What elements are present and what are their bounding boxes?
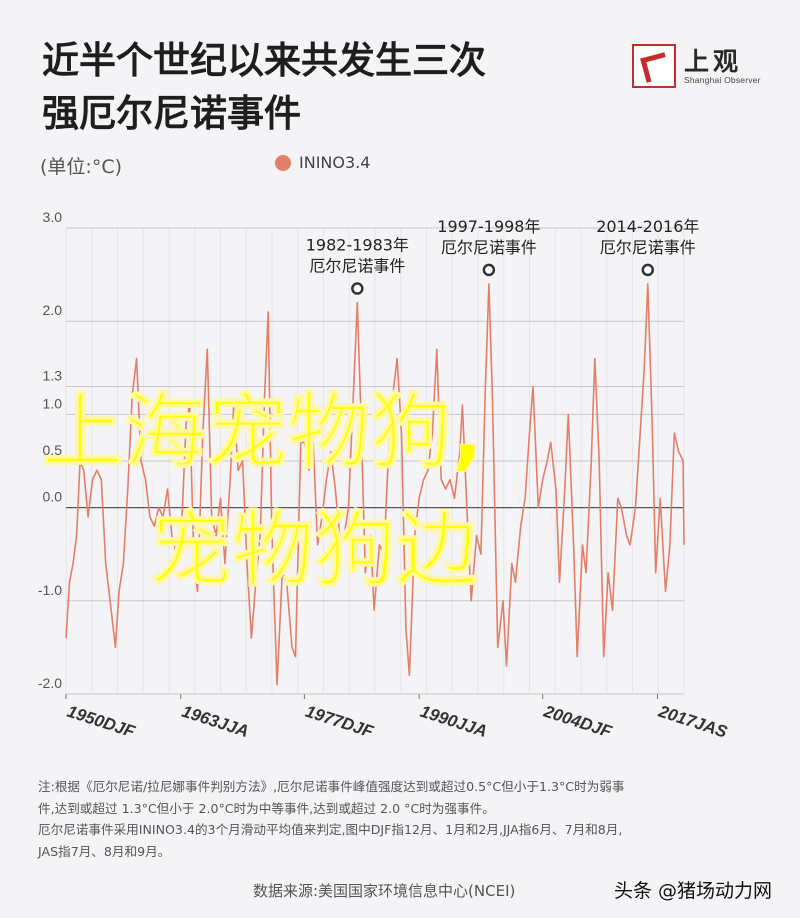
chart-title: 近半个世纪以来共发生三次 强厄尔尼诺事件 [42,34,602,140]
chart-notes: 注:根据《厄尔尼诺/拉尼娜事件判别方法》,厄尔尼诺事件峰值强度达到或超过0.5°… [38,776,768,862]
note-line-1: 注:根据《厄尔尼诺/拉尼娜事件判别方法》,厄尔尼诺事件峰值强度达到或超过0.5°… [38,779,625,794]
y-tick-label: 0.5 [43,442,63,458]
y-tick-label: 1.3 [43,367,63,383]
peak-marker [351,282,364,295]
shanghai-observer-logo: 上观 Shanghai Observer [632,44,762,92]
unit-label: (单位:°C) [40,156,122,178]
y-tick-label: -2.0 [38,675,62,691]
y-tick-label: 2.0 [43,302,63,318]
y-tick-label: -1.0 [38,582,62,598]
legend-swatch [275,154,291,171]
note-line-2: 件,达到或超过 1.3°C但小于 2.0°C时为中等事件,达到或超过 2.0 °… [38,800,495,816]
x-tick-label: 1963JJA [180,702,252,741]
annotation-label: 厄尔尼诺事件 [441,238,537,257]
annotation-label: 厄尔尼诺事件 [309,257,405,276]
y-tick-label: 0.0 [43,489,63,505]
y-tick-label: 3.0 [43,210,63,225]
annotation-year: 1982-1983年 [306,236,409,255]
x-tick-label: 2004DJF [541,701,615,741]
x-tick-label: 1950DJF [65,702,138,742]
peak-marker [641,263,655,277]
series-line [65,283,685,686]
x-tick-label: 1990JJA [418,702,490,741]
chart-legend: ININO3.4 [275,153,370,172]
title-line-2: 强厄尔尼诺事件 [42,92,301,135]
annotation-year: 2014-2016年 [596,217,699,236]
data-source: 数据来源:美国国家环境信息中心(NCEI) [253,882,516,900]
legend-label: ININO3.4 [299,153,371,172]
y-tick-label: 1.0 [43,395,63,411]
logo-en-text: Shanghai Observer [684,75,761,85]
x-tick-label: 2017JAS [655,701,730,741]
note-line-3: 厄尔尼诺事件采用ININO3.4的3个月滑动平均值来判定,图中DJF指12月、1… [38,822,623,837]
x-tick-label: 1977DJF [303,702,376,742]
credit-watermark: 头条 @猪场动力网 [614,880,773,902]
logo-cn-text: 上观 [684,47,743,76]
title-line-1: 近半个世纪以来共发生三次 [42,39,486,82]
annotation-year: 1997-1998年 [437,217,540,236]
peak-marker [482,263,496,277]
note-line-4: JAS指7月、8月和9月。 [38,843,171,859]
annotation-label: 厄尔尼诺事件 [600,238,696,257]
logo-mark-icon [632,44,676,88]
